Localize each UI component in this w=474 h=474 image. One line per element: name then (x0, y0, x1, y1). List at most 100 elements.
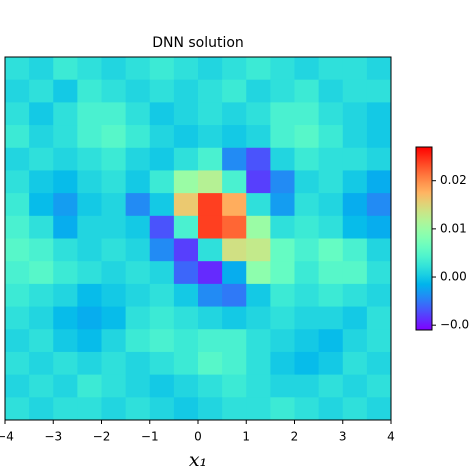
heatmap-cell (318, 79, 344, 103)
heatmap-cell (53, 261, 78, 285)
heatmap-cell (29, 193, 54, 217)
heatmap-cell (125, 193, 151, 217)
heatmap-cell (198, 351, 223, 376)
heatmap-cell (222, 79, 247, 103)
heatmap-cell (173, 125, 199, 149)
heatmap-cell (342, 329, 368, 353)
heatmap-cell (125, 306, 151, 330)
heatmap-cell (101, 102, 127, 126)
heatmap-cell (29, 238, 54, 262)
heatmap-cell (318, 170, 344, 194)
heatmap-cell (318, 57, 344, 81)
heatmap-cell (101, 397, 127, 421)
heatmap-cell (366, 283, 392, 308)
heatmap-cell (246, 170, 271, 194)
heatmap-cell (29, 329, 54, 353)
heatmap-cell (77, 374, 102, 398)
heatmap-cell (342, 374, 368, 398)
heatmap-cell (366, 125, 392, 149)
heatmap-cell (222, 125, 247, 149)
heatmap-cell (173, 147, 199, 171)
heatmap-cell (294, 79, 320, 103)
heatmap-cell (125, 283, 151, 308)
heatmap-cell (53, 351, 78, 376)
heatmap-cell (77, 147, 102, 171)
heatmap-cell (222, 57, 247, 81)
heatmap-cell (77, 170, 102, 194)
heatmap-cell (270, 374, 295, 398)
heatmap-cell (5, 238, 30, 262)
heatmap-cell (366, 170, 392, 194)
heatmap-cell (246, 193, 271, 217)
heatmap-cell (318, 306, 344, 330)
heatmap-cell (173, 261, 199, 285)
heatmap-cell (342, 351, 368, 376)
heatmap-cell (246, 215, 271, 239)
chart-title: DNN solution (152, 35, 244, 51)
heatmap-cell (125, 351, 151, 376)
heatmap-cell (222, 147, 247, 171)
heatmap-cell (77, 261, 102, 285)
x-tick-label: −2 (93, 430, 111, 444)
heatmap-cell (294, 261, 320, 285)
heatmap-cell (270, 170, 295, 194)
heatmap-cell (366, 329, 392, 353)
heatmap-cell (198, 329, 223, 353)
heatmap-cell (5, 147, 30, 171)
heatmap-cell (149, 170, 175, 194)
heatmap-cell (77, 238, 102, 262)
heatmap-cell (53, 170, 78, 194)
heatmap-cell (173, 283, 199, 308)
heatmap-cell (318, 193, 344, 217)
heatmap-cell (101, 170, 127, 194)
colorbar-tick-label: 0.01 (440, 221, 467, 235)
heatmap-cell (270, 329, 295, 353)
heatmap-cell (246, 57, 271, 81)
heatmap-cell (294, 193, 320, 217)
heatmap-cell (366, 102, 392, 126)
x-tick-label: 2 (291, 430, 299, 444)
x-tick-label: 3 (339, 430, 347, 444)
x-tick-label: −1 (141, 430, 159, 444)
heatmap-cell (101, 79, 127, 103)
heatmap-cell (222, 261, 247, 285)
heatmap-cell (342, 283, 368, 308)
heatmap-cell (53, 193, 78, 217)
heatmap-cell (270, 351, 295, 376)
heatmap-cell (270, 79, 295, 103)
heatmap-cell (318, 351, 344, 376)
x-tick-label: −4 (0, 430, 14, 444)
heatmap-cell (198, 102, 223, 126)
heatmap-cell (29, 79, 54, 103)
heatmap-cell (101, 238, 127, 262)
heatmap-cell (198, 374, 223, 398)
heatmap-cell (173, 351, 199, 376)
heatmap-cell (53, 238, 78, 262)
heatmap-cell (125, 147, 151, 171)
colorbar-tick-label: −0.0 (440, 318, 469, 332)
heatmap-cell (125, 215, 151, 239)
heatmap-cell (222, 102, 247, 126)
heatmap-cell (342, 170, 368, 194)
heatmap-cell (29, 283, 54, 308)
heatmap-cell (342, 215, 368, 239)
heatmap-cell (222, 397, 247, 421)
heatmap-cell (5, 283, 30, 308)
heatmap-cell (342, 397, 368, 421)
heatmap-cell (149, 238, 175, 262)
heatmap-cell (294, 57, 320, 81)
heatmap-cell (173, 238, 199, 262)
heatmap-cell (270, 125, 295, 149)
heatmap-cell (5, 351, 30, 376)
heatmap-cell (101, 283, 127, 308)
heatmap-cell (5, 57, 30, 81)
heatmap-cell (149, 261, 175, 285)
heatmap-cell (101, 329, 127, 353)
heatmap-cell (5, 397, 30, 421)
heatmap-cell (198, 306, 223, 330)
heatmap-cell (318, 261, 344, 285)
heatmap-cell (53, 147, 78, 171)
heatmap-cell (246, 329, 271, 353)
heatmap-cell (29, 125, 54, 149)
